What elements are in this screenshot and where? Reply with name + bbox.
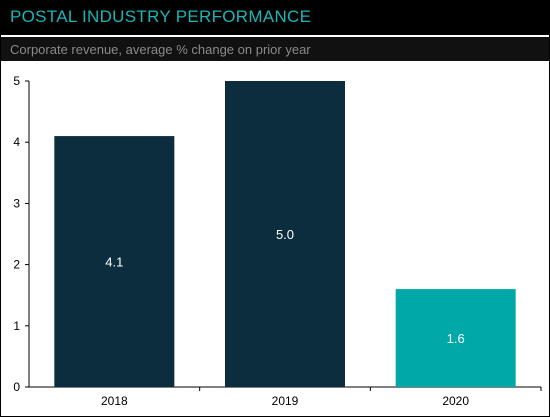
bar (54, 136, 175, 387)
x-tick-label: 2018 (101, 394, 128, 408)
y-tick-label: 0 (13, 380, 20, 394)
data-label: 1.6 (447, 331, 465, 346)
bar (225, 81, 345, 387)
data-label: 4.1 (105, 255, 123, 270)
y-tick-label: 1 (13, 319, 20, 333)
title-bar: POSTAL INDUSTRY PERFORMANCE (1, 1, 549, 35)
subtitle-bar: Corporate revenue, average % change on p… (1, 37, 549, 61)
x-tick-label: 2019 (272, 394, 299, 408)
data-label: 5.0 (276, 227, 294, 242)
y-tick-label: 4 (13, 135, 20, 149)
chart-title: POSTAL INDUSTRY PERFORMANCE (10, 7, 312, 26)
x-tick-label: 2020 (442, 394, 469, 408)
y-tick-label: 3 (13, 196, 20, 210)
y-tick-label: 5 (13, 74, 20, 88)
y-tick-label: 2 (13, 258, 20, 272)
bar (395, 289, 516, 387)
chart-subtitle: Corporate revenue, average % change on p… (10, 42, 311, 57)
